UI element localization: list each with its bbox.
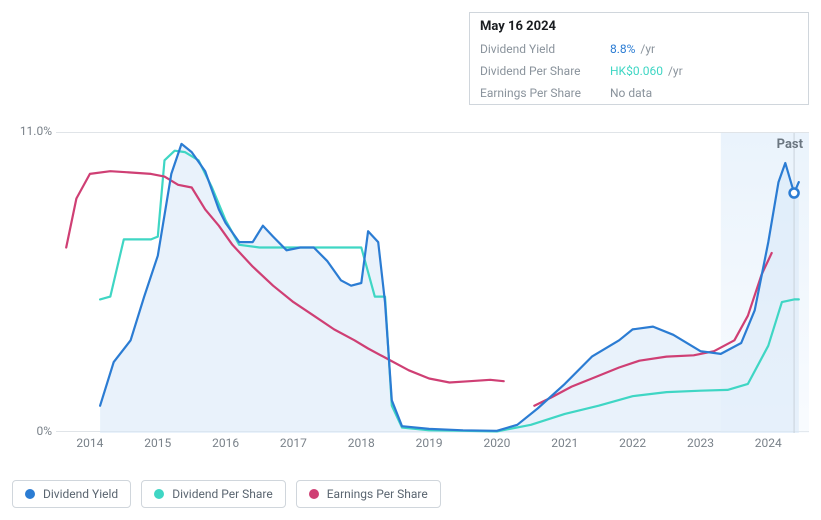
chart-legend: Dividend Yield Dividend Per Share Earnings… bbox=[12, 480, 809, 508]
tooltip-metric-value: HK$0.060 /yr bbox=[610, 64, 798, 78]
legend-label: Dividend Per Share bbox=[172, 487, 273, 501]
x-axis-tick: 2017 bbox=[280, 436, 307, 450]
x-axis-tick: 2021 bbox=[551, 436, 578, 450]
x-axis-tick: 2022 bbox=[619, 436, 646, 450]
legend-item[interactable]: Dividend Per Share bbox=[141, 480, 286, 508]
x-axis-tick: 2019 bbox=[416, 436, 443, 450]
tooltip-row: Earnings Per ShareNo data bbox=[470, 82, 808, 104]
tooltip-metric-label: Earnings Per Share bbox=[480, 86, 610, 100]
y-axis-label-min: 0% bbox=[12, 424, 52, 438]
legend-dot-icon bbox=[25, 489, 35, 499]
legend-dot-icon bbox=[309, 489, 319, 499]
x-axis-tick: 2023 bbox=[687, 436, 714, 450]
past-label: Past bbox=[777, 137, 803, 152]
chart-svg bbox=[56, 133, 809, 433]
plot-area[interactable]: Past bbox=[56, 132, 809, 432]
legend-dot-icon bbox=[154, 489, 164, 499]
tooltip-metric-label: Dividend Per Share bbox=[480, 64, 610, 78]
dividend-chart: May 16 2024 Dividend Yield8.8% /yrDivide… bbox=[12, 12, 809, 452]
tooltip-metric-value: 8.8% /yr bbox=[610, 42, 798, 56]
legend-item[interactable]: Earnings Per Share bbox=[296, 480, 441, 508]
x-axis-tick: 2018 bbox=[348, 436, 375, 450]
x-axis-tick: 2015 bbox=[144, 436, 171, 450]
tooltip-metric-value: No data bbox=[610, 86, 798, 100]
tooltip-metric-label: Dividend Yield bbox=[480, 42, 610, 56]
legend-label: Dividend Yield bbox=[43, 487, 118, 501]
y-axis-label-max: 11.0% bbox=[12, 124, 52, 138]
tooltip-row: Dividend Yield8.8% /yr bbox=[470, 38, 808, 60]
x-axis-tick: 2016 bbox=[212, 436, 239, 450]
tooltip-row: Dividend Per ShareHK$0.060 /yr bbox=[470, 60, 808, 82]
tooltip-date: May 16 2024 bbox=[470, 13, 808, 38]
legend-item[interactable]: Dividend Yield bbox=[12, 480, 131, 508]
x-axis-tick: 2024 bbox=[755, 436, 782, 450]
x-axis-tick: 2014 bbox=[76, 436, 103, 450]
legend-label: Earnings Per Share bbox=[327, 487, 428, 501]
chart-tooltip: May 16 2024 Dividend Yield8.8% /yrDivide… bbox=[469, 12, 809, 105]
x-axis-tick: 2020 bbox=[483, 436, 510, 450]
x-axis-labels: 2014 2015 2016 2017 2018 2019 2020 2021 2022 2023… bbox=[56, 436, 809, 452]
